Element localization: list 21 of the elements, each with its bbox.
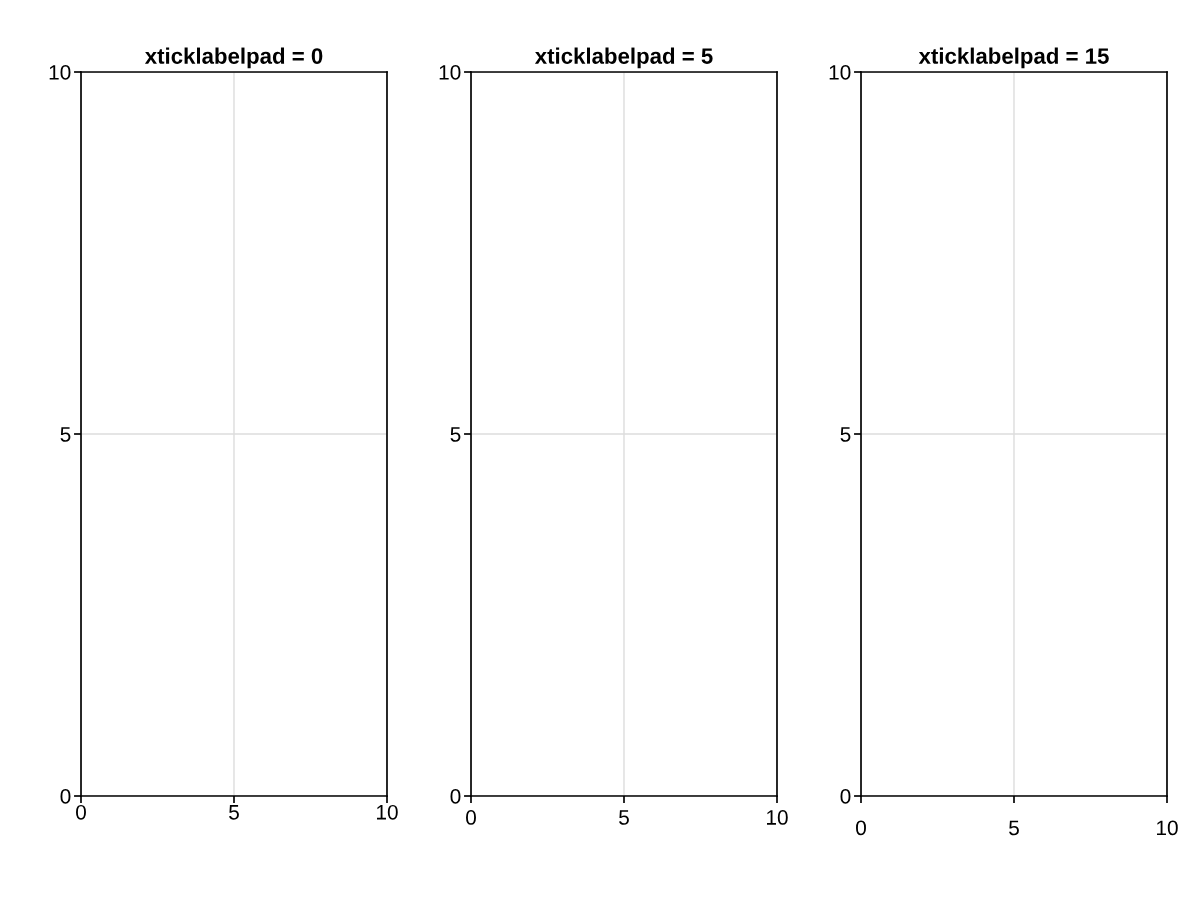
chart-title: xticklabelpad = 5 bbox=[534, 47, 713, 69]
y-tick-label: 10 bbox=[829, 65, 851, 80]
x-tick-label: 10 bbox=[1157, 820, 1178, 836]
x-tick-label: 10 bbox=[767, 810, 788, 825]
x-tick-label: 0 bbox=[856, 820, 866, 836]
y-tick-label: 0 bbox=[60, 789, 71, 804]
x-tick-label: 0 bbox=[466, 810, 476, 825]
x-tick-label: 5 bbox=[1009, 820, 1019, 836]
x-tick-label: 5 bbox=[619, 810, 629, 825]
y-tick-label: 0 bbox=[450, 789, 461, 804]
chart-title: xticklabelpad = 0 bbox=[144, 47, 323, 69]
y-tick-label: 5 bbox=[840, 427, 851, 442]
x-tick-label: 0 bbox=[76, 804, 86, 820]
x-tick-label: 10 bbox=[377, 804, 398, 820]
chart-title: xticklabelpad = 15 bbox=[918, 47, 1109, 69]
x-tick-label: 5 bbox=[229, 805, 239, 820]
y-tick-label: 5 bbox=[60, 427, 71, 442]
y-tick-label: 5 bbox=[450, 427, 461, 442]
y-tick-label: 10 bbox=[49, 65, 71, 80]
y-tick-label: 10 bbox=[439, 65, 461, 80]
y-tick-label: 0 bbox=[840, 789, 851, 804]
